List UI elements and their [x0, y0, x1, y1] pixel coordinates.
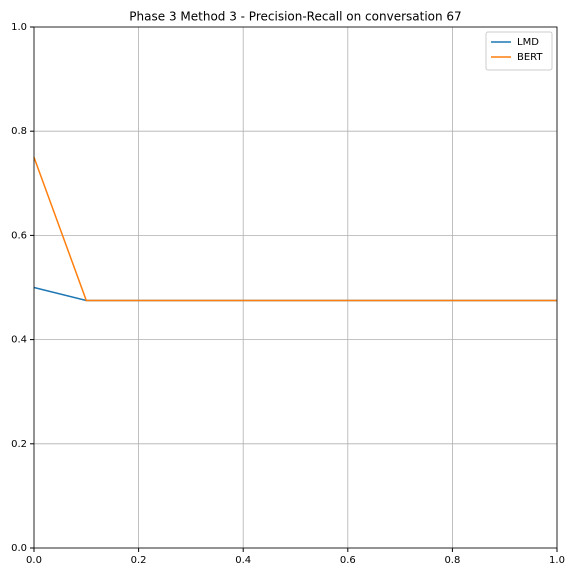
y-tick-label: 0.4: [11, 335, 27, 346]
x-tick-label: 0.2: [131, 555, 147, 566]
plot-frame: [33, 26, 558, 549]
y-tick-label: 0.6: [11, 230, 27, 241]
legend-label: BERT: [517, 52, 543, 63]
x-tick-label: 0.0: [26, 555, 42, 566]
y-tick-label: 0.2: [11, 439, 27, 450]
x-tick-label: 1.0: [549, 555, 565, 566]
x-tick-label: 0.8: [444, 555, 460, 566]
chart-title: Phase 3 Method 3 - Precision-Recall on c…: [129, 10, 461, 24]
x-tick-label: 0.6: [340, 555, 356, 566]
legend-label: LMD: [517, 37, 539, 48]
y-tick-label: 1.0: [11, 22, 27, 33]
y-tick-label: 0.8: [11, 126, 27, 137]
y-tick-label: 0.0: [11, 543, 27, 554]
line: [33, 156, 557, 302]
x-tick-label: 0.4: [235, 555, 251, 566]
